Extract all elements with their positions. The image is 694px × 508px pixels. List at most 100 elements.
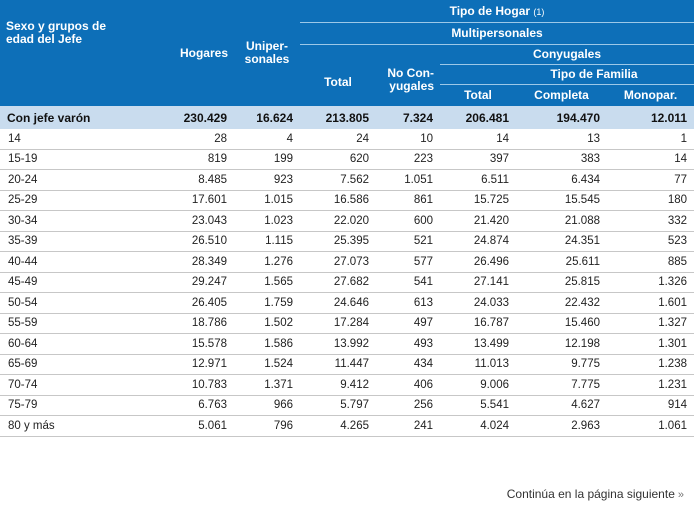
cell-total-conyugales: 9.006 (440, 374, 516, 396)
table-row: 40-44 28.349 1.276 27.073 577 26.496 25.611 885 (0, 251, 694, 273)
cell-total: 9.412 (300, 374, 376, 396)
table-row: 65-69 12.971 1.524 11.447 434 11.013 9.775 1.23… (0, 354, 694, 375)
row-label: 60-64 (0, 333, 134, 355)
cell-no-conyugales: 861 (376, 190, 440, 211)
table-row: 80 y más 5.061 796 4.265 241 4.024 2.963 1.061 (0, 415, 694, 437)
cell-unipersonales: 1.586 (234, 333, 300, 355)
cell-total: 16.586 (300, 190, 376, 211)
cell-no-conyugales: 434 (376, 354, 440, 375)
cell-monopar: 1.301 (607, 333, 694, 355)
cell-unipersonales: 1.015 (234, 190, 300, 211)
row-label: 20-24 (0, 169, 134, 191)
cell-unipersonales: 1.276 (234, 251, 300, 273)
cell-no-conyugales: 223 (376, 149, 440, 170)
row-label: 70-74 (0, 374, 134, 396)
header-total-conyugales: Total (464, 88, 492, 103)
header-tipo-hogar-label: Tipo de Hogar (449, 3, 531, 18)
cell-no-conyugales: 600 (376, 210, 440, 232)
cell-completa: 6.434 (516, 169, 607, 191)
households-table: Sexo y grupos de edad del Jefe Hogares U… (0, 0, 694, 437)
cell-unipersonales: 1.023 (234, 210, 300, 232)
cell-total-conyugales: 6.511 (440, 169, 516, 191)
cell-total: 7.562 (300, 169, 376, 191)
cell-hogares: 6.763 (134, 395, 234, 416)
cell-no-conyugales: 497 (376, 313, 440, 334)
cell-total-conyugales: 4.024 (440, 415, 516, 437)
cell-monopar: 1.061 (607, 415, 694, 437)
row-label: 55-59 (0, 313, 134, 334)
cell-completa: 24.351 (516, 231, 607, 252)
cell-unipersonales: 966 (234, 395, 300, 416)
cell-total: 620 (300, 149, 376, 170)
row-label: 35-39 (0, 231, 134, 252)
row-label: 40-44 (0, 251, 134, 273)
cell-total: 27.682 (300, 272, 376, 293)
header-tipo-hogar: Tipo de Hogar (1) (300, 0, 694, 23)
table-row: 25-29 17.601 1.015 16.586 861 15.725 15.545 180 (0, 190, 694, 211)
cell-unipersonales: 16.624 (234, 106, 300, 129)
row-label: 30-34 (0, 210, 134, 232)
cell-completa: 4.627 (516, 395, 607, 416)
cell-monopar: 1.601 (607, 292, 694, 314)
header-completa: Completa (534, 88, 589, 103)
cell-completa: 12.198 (516, 333, 607, 355)
cell-monopar: 12.011 (607, 106, 694, 129)
cell-completa: 383 (516, 149, 607, 170)
cell-hogares: 28.349 (134, 251, 234, 273)
cell-no-conyugales: 256 (376, 395, 440, 416)
cell-total-conyugales: 397 (440, 149, 516, 170)
cell-completa: 9.775 (516, 354, 607, 375)
cell-monopar: 332 (607, 210, 694, 232)
cell-total: 24.646 (300, 292, 376, 314)
cell-completa: 15.545 (516, 190, 607, 211)
cell-total-conyugales: 24.874 (440, 231, 516, 252)
cell-no-conyugales: 613 (376, 292, 440, 314)
cell-completa: 22.432 (516, 292, 607, 314)
cell-unipersonales: 796 (234, 415, 300, 437)
cell-unipersonales: 1.565 (234, 272, 300, 293)
cell-no-conyugales: 10 (376, 129, 440, 150)
cell-hogares: 10.783 (134, 374, 234, 396)
row-label: 25-29 (0, 190, 134, 211)
cell-unipersonales: 1.759 (234, 292, 300, 314)
cell-total: 13.992 (300, 333, 376, 355)
cell-hogares: 26.510 (134, 231, 234, 252)
table-row: 55-59 18.786 1.502 17.284 497 16.787 15.460 1.3… (0, 313, 694, 334)
cell-completa: 194.470 (516, 106, 607, 129)
cell-hogares: 5.061 (134, 415, 234, 437)
header-hogares: Hogares (179, 46, 228, 60)
cell-no-conyugales: 493 (376, 333, 440, 355)
cell-total: 17.284 (300, 313, 376, 334)
cell-completa: 7.775 (516, 374, 607, 396)
cell-no-conyugales: 577 (376, 251, 440, 273)
table-row: 30-34 23.043 1.023 22.020 600 21.420 21.088 332 (0, 210, 694, 232)
row-label: 15-19 (0, 149, 134, 170)
cell-total-conyugales: 24.033 (440, 292, 516, 314)
header-monopar: Monopar. (623, 88, 678, 103)
cell-unipersonales: 1.524 (234, 354, 300, 375)
cell-total-conyugales: 11.013 (440, 354, 516, 375)
table-row: 15-19 819 199 620 223 397 383 14 (0, 149, 694, 170)
cell-monopar: 77 (607, 169, 694, 191)
cell-monopar: 1.327 (607, 313, 694, 334)
cell-hogares: 230.429 (134, 106, 234, 129)
header-multipersonales: Multipersonales (300, 22, 694, 45)
cell-total: 25.395 (300, 231, 376, 252)
cell-monopar: 1 (607, 129, 694, 150)
cell-monopar: 1.231 (607, 374, 694, 396)
cell-total-conyugales: 5.541 (440, 395, 516, 416)
cell-hogares: 819 (134, 149, 234, 170)
cell-unipersonales: 1.371 (234, 374, 300, 396)
cell-hogares: 26.405 (134, 292, 234, 314)
cell-hogares: 8.485 (134, 169, 234, 191)
cell-unipersonales: 199 (234, 149, 300, 170)
cell-completa: 21.088 (516, 210, 607, 232)
row-label: 14 (0, 129, 134, 150)
cell-completa: 2.963 (516, 415, 607, 437)
cell-total-conyugales: 14 (440, 129, 516, 150)
cell-total: 24 (300, 129, 376, 150)
cell-no-conyugales: 541 (376, 272, 440, 293)
cell-unipersonales: 1.502 (234, 313, 300, 334)
row-label: Con jefe varón (0, 106, 134, 129)
cell-total: 213.805 (300, 106, 376, 129)
